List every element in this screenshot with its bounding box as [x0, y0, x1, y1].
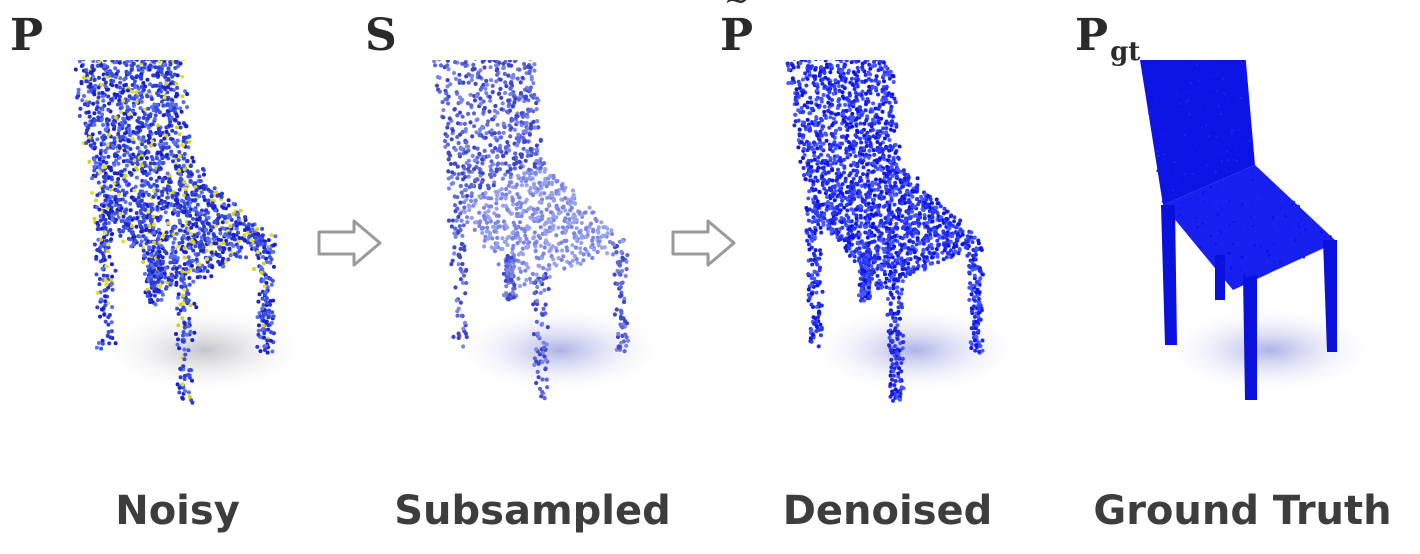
- caption-ground-truth: Ground Truth: [1093, 488, 1392, 534]
- point-cloud-ground-truth: [1140, 60, 1380, 400]
- panel-denoised: ~ P Denoised: [710, 0, 1065, 554]
- math-label-ground-truth: Pgt: [1075, 10, 1141, 67]
- arrow-right-icon-2: [671, 219, 736, 267]
- point-cloud-noisy: [73, 60, 315, 405]
- math-label-denoised: ~ P: [720, 0, 754, 61]
- caption-subsampled: Subsampled: [394, 488, 671, 534]
- math-label-subsampled: ^ S: [365, 0, 397, 61]
- math-label-noisy: P: [10, 10, 44, 61]
- caption-denoised: Denoised: [782, 488, 993, 534]
- arrow-right-icon-1: [317, 219, 382, 267]
- caption-noisy: Noisy: [115, 488, 240, 534]
- point-cloud-subsampled: [432, 60, 670, 401]
- point-cloud-denoised: [785, 60, 1025, 403]
- panel-subsampled: ^ S Subsampled: [355, 0, 710, 554]
- panel-noisy: P Noisy: [0, 0, 355, 554]
- panel-ground-truth: Pgt Ground Truth: [1065, 0, 1420, 554]
